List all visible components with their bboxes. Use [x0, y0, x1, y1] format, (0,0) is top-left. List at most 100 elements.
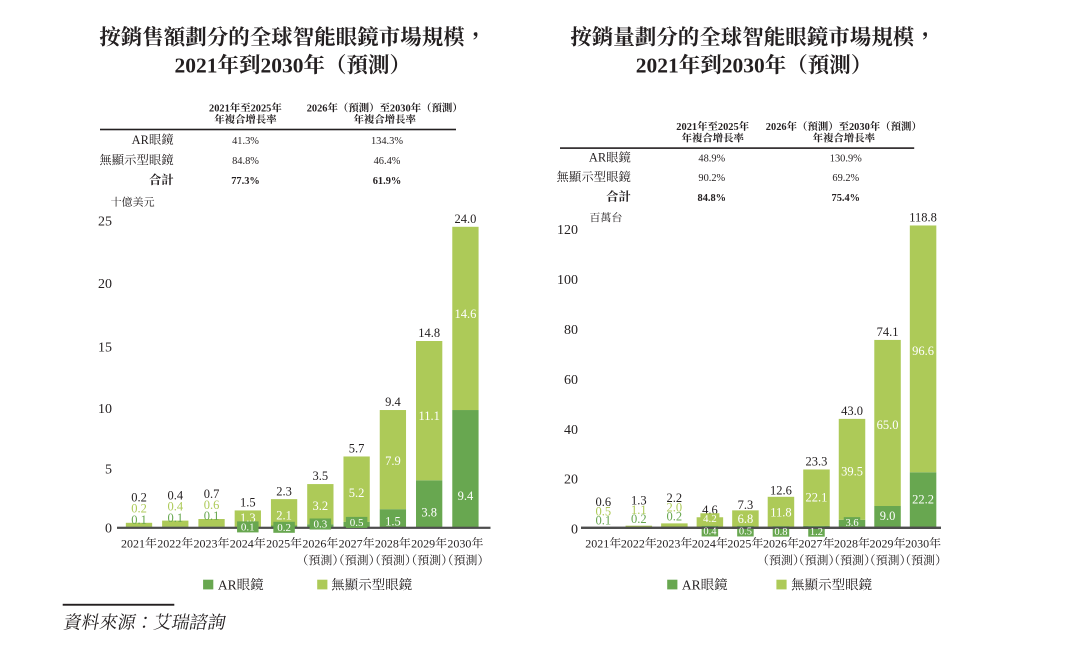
svg-text:0.3: 0.3 — [313, 519, 327, 531]
svg-text:0.6: 0.6 — [595, 495, 611, 509]
svg-text:0.1: 0.1 — [595, 514, 611, 528]
svg-text:2028: 2028 — [834, 536, 858, 550]
svg-text:100: 100 — [557, 273, 578, 288]
svg-text:0.2: 0.2 — [277, 522, 291, 534]
svg-text:60: 60 — [564, 373, 578, 388]
svg-text:0.7: 0.7 — [204, 487, 220, 501]
svg-text:AR: AR — [589, 151, 607, 165]
svg-text:2024: 2024 — [692, 536, 716, 550]
svg-text:22.1: 22.1 — [806, 491, 828, 505]
svg-text:39.5: 39.5 — [841, 465, 863, 479]
svg-text:2027: 2027 — [798, 536, 822, 550]
svg-text:0.8: 0.8 — [774, 527, 787, 538]
svg-text:2022: 2022 — [621, 536, 645, 550]
svg-text:22.2: 22.2 — [912, 492, 934, 506]
svg-text:5.2: 5.2 — [349, 486, 365, 500]
svg-text:2023: 2023 — [194, 536, 218, 550]
svg-text:24.0: 24.0 — [454, 212, 476, 226]
svg-text:90.2%: 90.2% — [698, 173, 725, 184]
svg-text:0.2: 0.2 — [631, 512, 647, 526]
svg-text:9.0: 9.0 — [880, 509, 896, 523]
svg-text:2026: 2026 — [307, 103, 328, 114]
svg-text:10: 10 — [98, 402, 112, 417]
svg-text:3.2: 3.2 — [313, 499, 329, 513]
svg-text:1.2: 1.2 — [810, 527, 823, 538]
svg-text:2029: 2029 — [411, 536, 435, 550]
svg-text:2030: 2030 — [722, 53, 765, 77]
svg-text:0.4: 0.4 — [167, 499, 183, 513]
svg-text:2.3: 2.3 — [276, 484, 292, 498]
svg-text:1.1: 1.1 — [631, 503, 647, 517]
svg-text:7.3: 7.3 — [738, 498, 754, 512]
svg-text:2021: 2021 — [585, 536, 609, 550]
svg-text:2025: 2025 — [718, 122, 739, 133]
svg-text:2025: 2025 — [251, 103, 272, 114]
svg-text:2.0: 2.0 — [667, 501, 683, 515]
svg-text:2029: 2029 — [870, 536, 894, 550]
svg-text:3.6: 3.6 — [845, 518, 858, 529]
svg-text:7.9: 7.9 — [385, 454, 401, 468]
svg-text:AR: AR — [218, 577, 237, 592]
svg-text:118.8: 118.8 — [909, 211, 937, 225]
svg-text:41.3%: 41.3% — [232, 136, 259, 147]
svg-text:9.4: 9.4 — [458, 489, 474, 503]
svg-text:14.8: 14.8 — [418, 326, 440, 340]
svg-text:77.3%: 77.3% — [231, 176, 260, 187]
svg-text:0.1: 0.1 — [131, 513, 147, 527]
svg-text:3.5: 3.5 — [313, 469, 329, 483]
svg-text:5.7: 5.7 — [349, 442, 365, 456]
svg-text:5: 5 — [105, 463, 112, 478]
svg-text:9.4: 9.4 — [385, 395, 401, 409]
svg-text:2021: 2021 — [676, 122, 697, 133]
svg-text:6.8: 6.8 — [738, 512, 754, 526]
svg-text:2.1: 2.1 — [276, 509, 292, 523]
svg-text:2026: 2026 — [766, 122, 787, 133]
svg-text:80: 80 — [564, 323, 578, 338]
svg-text:2021: 2021 — [636, 53, 679, 77]
svg-text:3.8: 3.8 — [421, 505, 437, 519]
svg-text:2022: 2022 — [157, 536, 181, 550]
svg-text:0.1: 0.1 — [204, 509, 220, 523]
svg-text:2026: 2026 — [302, 536, 326, 550]
svg-text:2021: 2021 — [174, 53, 217, 77]
svg-text:84.8%: 84.8% — [698, 193, 727, 204]
svg-text:0.6: 0.6 — [204, 498, 220, 512]
svg-text:2025: 2025 — [727, 536, 751, 550]
svg-text:84.8%: 84.8% — [232, 156, 259, 167]
svg-text:0.2: 0.2 — [131, 491, 147, 505]
svg-text:43.0: 43.0 — [841, 404, 863, 418]
svg-text:96.6: 96.6 — [912, 344, 934, 358]
svg-text:1.5: 1.5 — [385, 514, 401, 528]
svg-text:2023: 2023 — [656, 536, 680, 550]
svg-text:2030: 2030 — [447, 536, 471, 550]
svg-text:0.5: 0.5 — [350, 517, 364, 529]
svg-text:2030: 2030 — [390, 103, 411, 114]
svg-text:4.2: 4.2 — [703, 513, 717, 525]
svg-text:20: 20 — [564, 473, 578, 488]
svg-text:14.6: 14.6 — [454, 307, 476, 321]
svg-text:2030: 2030 — [849, 122, 870, 133]
svg-text:2024: 2024 — [230, 536, 254, 550]
svg-text:11.1: 11.1 — [418, 409, 439, 423]
svg-text:61.9%: 61.9% — [373, 176, 402, 187]
svg-text:23.3: 23.3 — [806, 455, 828, 469]
svg-text:75.4%: 75.4% — [832, 193, 861, 204]
svg-text:20: 20 — [98, 277, 112, 292]
svg-text:0.5: 0.5 — [595, 505, 611, 519]
svg-text:2027: 2027 — [339, 536, 363, 550]
svg-text:11.8: 11.8 — [770, 506, 791, 520]
svg-text:2025: 2025 — [266, 536, 290, 550]
svg-text:2028: 2028 — [375, 536, 399, 550]
svg-text:0.1: 0.1 — [167, 511, 183, 525]
svg-text:1.5: 1.5 — [240, 496, 256, 510]
svg-text:0.1: 0.1 — [241, 522, 255, 534]
svg-text:2030: 2030 — [905, 536, 929, 550]
svg-text:69.2%: 69.2% — [832, 173, 859, 184]
svg-text:40: 40 — [564, 423, 578, 438]
svg-text:25: 25 — [98, 214, 112, 229]
svg-text:2.2: 2.2 — [667, 491, 683, 505]
svg-text:130.9%: 130.9% — [830, 154, 862, 165]
svg-text:120: 120 — [557, 223, 578, 238]
svg-text:15: 15 — [98, 341, 112, 356]
svg-text:2030: 2030 — [260, 53, 303, 77]
